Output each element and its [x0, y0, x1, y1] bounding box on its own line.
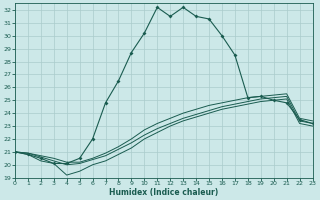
X-axis label: Humidex (Indice chaleur): Humidex (Indice chaleur)	[109, 188, 218, 197]
